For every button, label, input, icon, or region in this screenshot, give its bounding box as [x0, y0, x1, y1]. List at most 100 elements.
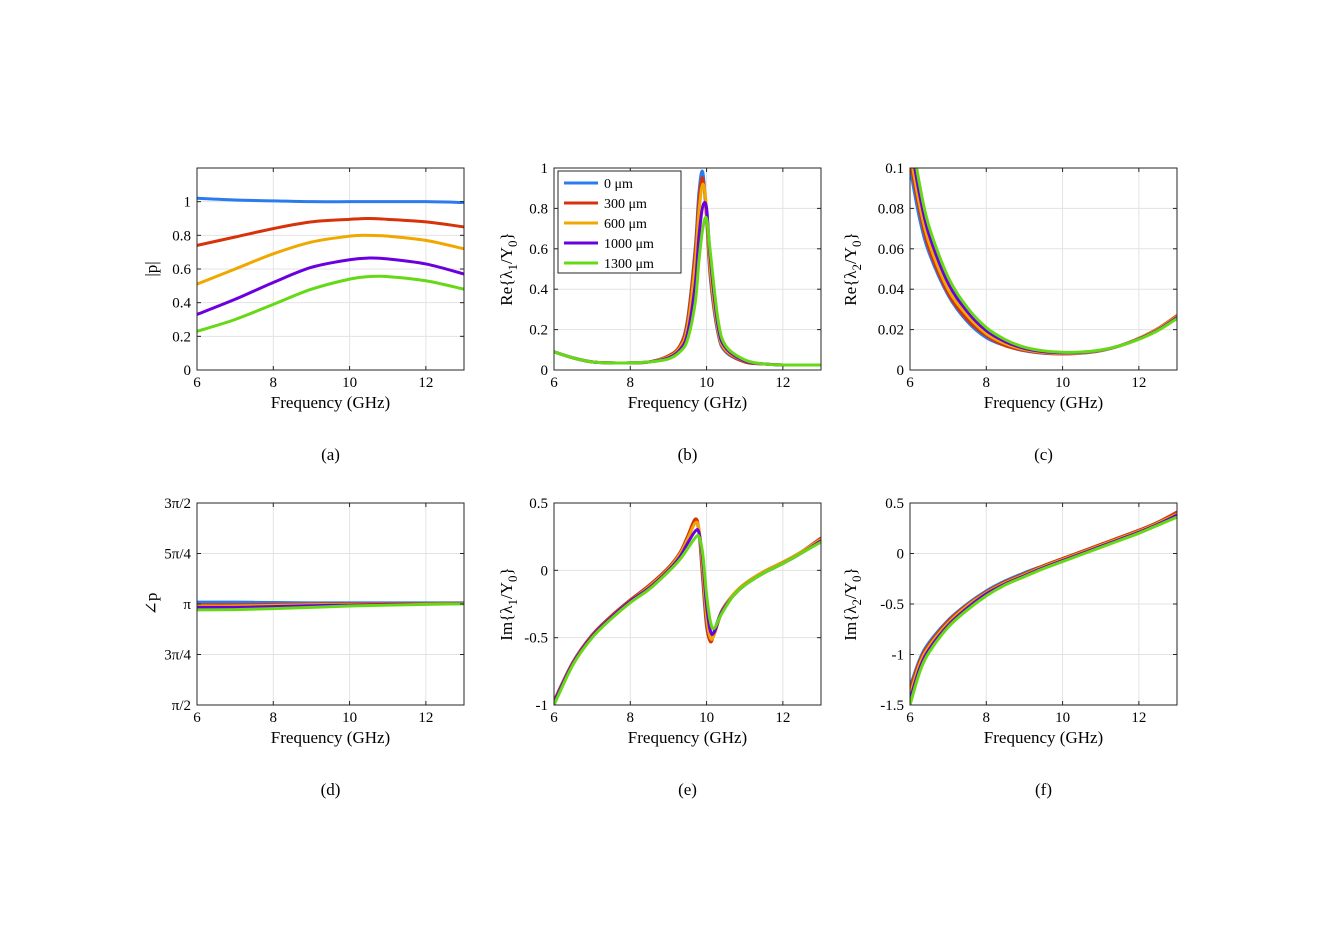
y-tick-label: 0.4 [172, 296, 191, 312]
y-tick-label: 3π/2 [164, 496, 191, 512]
y-tick-label: -0.5 [524, 631, 548, 647]
x-tick-label: 8 [627, 710, 635, 726]
y-tick-label: 1 [184, 195, 192, 211]
x-tick-label: 6 [550, 375, 558, 391]
x-tick-label: 8 [983, 710, 991, 726]
series-line [197, 233, 464, 286]
panel-b: 6 8 10 12 0 0.2 0.4 0.6 0.8 1 Frequency (GHz) Re{λ1… [497, 161, 822, 464]
y-tick-label: 0.8 [172, 228, 191, 244]
x-tick-label: 6 [550, 710, 558, 726]
y-tick-label: 1 [541, 161, 549, 177]
x-axis-label: Frequency (GHz) [271, 393, 390, 412]
x-tick-label: 12 [418, 375, 433, 391]
x-tick-label: 8 [627, 375, 635, 391]
y-tick-label: 3π/4 [164, 648, 191, 664]
y-tick-label: 0.6 [529, 242, 548, 258]
series-line [197, 217, 464, 247]
series-line [197, 274, 464, 333]
x-tick-label: 12 [418, 710, 433, 726]
plot-area [910, 168, 1177, 370]
y-tick-label: 0.4 [529, 282, 548, 298]
x-tick-label: 10 [1055, 375, 1070, 391]
y-tick-label: 0.2 [529, 323, 548, 339]
panel-caption: (d) [321, 780, 341, 799]
y-tick-label: 0.04 [878, 282, 905, 298]
y-tick-label: 0.02 [878, 323, 904, 339]
y-tick-label: 0 [897, 363, 905, 379]
x-tick-label: 10 [1055, 710, 1070, 726]
y-tick-label: π [183, 597, 191, 613]
y-tick-label: 0.6 [172, 262, 191, 278]
y-axis-label: ∠p [142, 593, 161, 616]
x-tick-label: 12 [1131, 375, 1146, 391]
x-tick-label: 12 [775, 710, 790, 726]
series-group [197, 600, 464, 612]
panel-e: 6 8 10 12 -1 -0.5 0 0.5 Frequency (GHz) Im{λ1/Y0}… [497, 496, 822, 799]
axes-box [553, 502, 822, 706]
y-tick-label: 0.1 [885, 161, 904, 177]
legend-label: 600 μm [604, 217, 647, 232]
y-axis-label: Im{λ1/Y0} [497, 567, 520, 640]
y-tick-label: -1 [536, 698, 549, 714]
panel-caption: (b) [678, 445, 698, 464]
panel-caption: (a) [321, 445, 340, 464]
y-axis-label: Re{λ2/Y0} [841, 232, 864, 305]
y-tick-label: 0 [541, 563, 549, 579]
x-tick-label: 8 [270, 710, 278, 726]
y-tick-label: 5π/4 [164, 547, 191, 563]
series-line [554, 215, 821, 367]
series-group [910, 510, 1177, 705]
panel-f: 6 8 10 12 -1.5 -1 -0.5 0 0.5 Frequency (GHz) Im{λ2… [841, 496, 1178, 799]
x-tick-label: 6 [906, 375, 914, 391]
y-tick-label: 0.2 [172, 329, 191, 345]
x-tick-label: 12 [775, 375, 790, 391]
y-tick-label: π/2 [172, 698, 191, 714]
x-tick-label: 10 [342, 375, 357, 391]
series-group [197, 196, 464, 333]
y-tick-label: 0.8 [529, 201, 548, 217]
x-tick-label: 6 [906, 710, 914, 726]
y-tick-label: 0.06 [878, 242, 905, 258]
panel-caption: (c) [1034, 445, 1053, 464]
panel-caption: (e) [678, 780, 697, 799]
x-tick-label: 8 [270, 375, 278, 391]
legend-label: 300 μm [604, 197, 647, 212]
y-tick-label: 0.08 [878, 201, 904, 217]
x-axis-label: Frequency (GHz) [984, 728, 1103, 747]
y-tick-label: 0.5 [885, 496, 904, 512]
x-tick-label: 6 [193, 710, 201, 726]
panel-c: 6 8 10 12 0 0.02 0.04 0.06 0.08 0.1 Frequency (GHz… [841, 161, 1178, 464]
x-axis-label: Frequency (GHz) [984, 393, 1103, 412]
y-tick-label: -0.5 [880, 597, 904, 613]
panel-caption: (f) [1035, 780, 1052, 799]
x-tick-label: 6 [193, 375, 201, 391]
panel-a: 6 8 10 12 0 0.2 0.4 0.6 0.8 1 Frequency (GHz) |p| (a… [142, 167, 465, 464]
axes-box [909, 167, 1178, 371]
legend: 0 μm 300 μm 600 μm 1000 μm 1300 μm [557, 170, 682, 274]
x-axis-label: Frequency (GHz) [271, 728, 390, 747]
series-line [554, 533, 821, 705]
y-axis-label: |p| [142, 261, 161, 276]
x-tick-label: 10 [699, 375, 714, 391]
series-group [554, 517, 821, 705]
y-tick-label: -1.5 [880, 698, 904, 714]
y-tick-label: -1 [892, 648, 905, 664]
x-tick-label: 8 [983, 375, 991, 391]
series-line [915, 168, 1177, 354]
legend-label: 1300 μm [604, 257, 654, 272]
axes-box [553, 167, 822, 371]
y-tick-label: 0 [541, 363, 549, 379]
y-axis-label: Re{λ1/Y0} [497, 232, 520, 305]
x-axis-label: Frequency (GHz) [628, 728, 747, 747]
x-tick-label: 12 [1131, 710, 1146, 726]
y-tick-label: 0 [897, 547, 905, 563]
series-line [197, 256, 464, 316]
series-group [910, 168, 1177, 356]
legend-label: 1000 μm [604, 237, 654, 252]
x-tick-label: 10 [342, 710, 357, 726]
x-axis-label: Frequency (GHz) [628, 393, 747, 412]
series-line [910, 515, 1177, 705]
y-tick-label: 0 [184, 363, 192, 379]
y-axis-label: Im{λ2/Y0} [841, 567, 864, 640]
